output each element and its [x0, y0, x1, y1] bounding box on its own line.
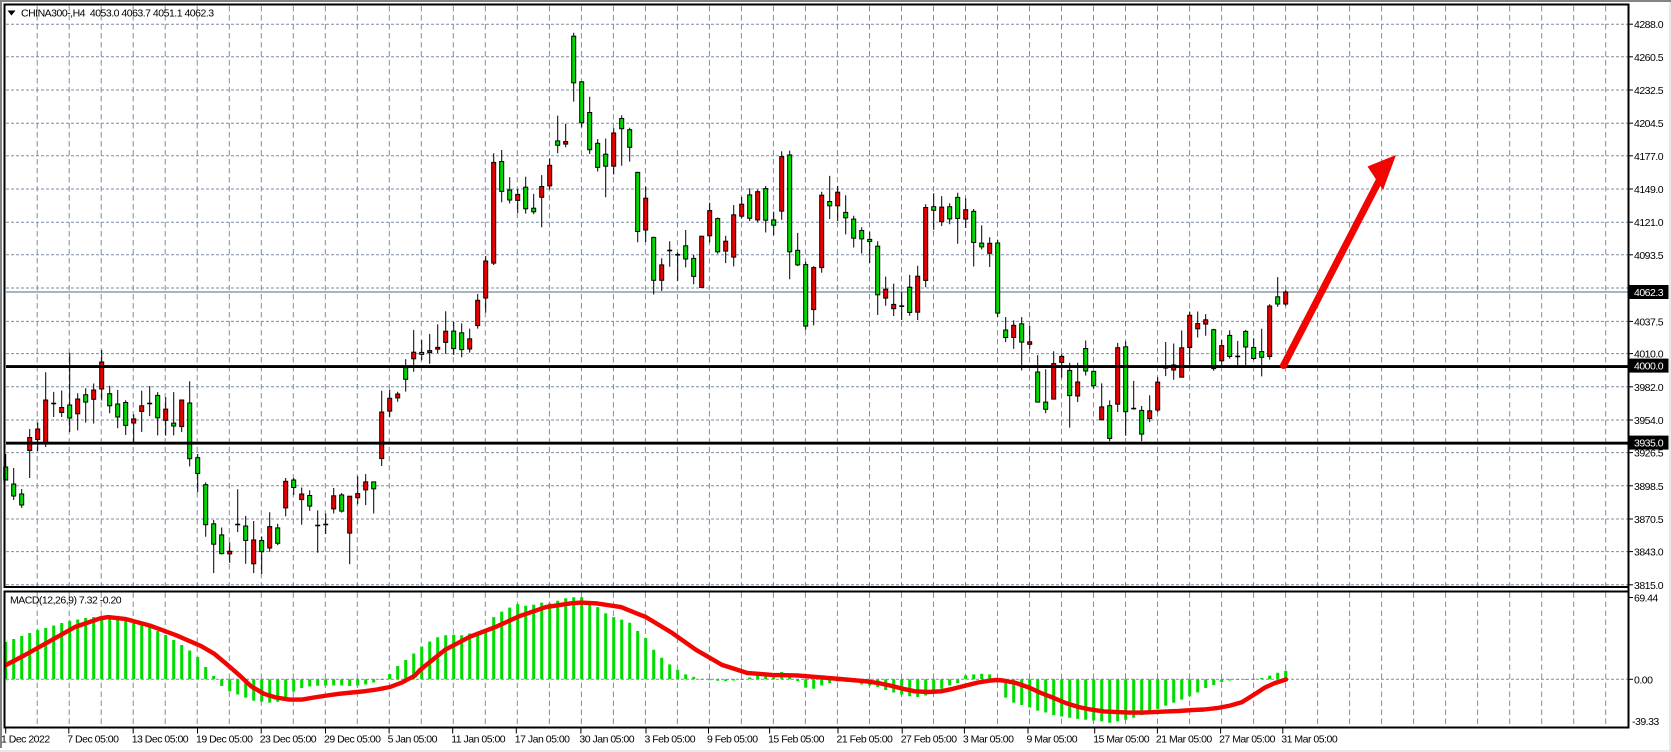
svg-text:3898.5: 3898.5: [1634, 481, 1664, 493]
svg-text:MACD(12,26,9) 7.32 -0.20: MACD(12,26,9) 7.32 -0.20: [10, 595, 122, 607]
svg-text:27 Feb 05:00: 27 Feb 05:00: [901, 734, 958, 746]
svg-text:30 Jan 05:00: 30 Jan 05:00: [579, 734, 634, 746]
svg-text:3954.0: 3954.0: [1634, 415, 1664, 427]
svg-text:4093.5: 4093.5: [1634, 250, 1664, 262]
svg-text:27 Mar 05:00: 27 Mar 05:00: [1219, 734, 1276, 746]
svg-text:3843.0: 3843.0: [1634, 547, 1664, 559]
svg-text:21 Feb 05:00: 21 Feb 05:00: [837, 734, 894, 746]
svg-text:4037.5: 4037.5: [1634, 316, 1664, 328]
svg-text:5 Jan 05:00: 5 Jan 05:00: [388, 734, 438, 746]
svg-text:3 Mar 05:00: 3 Mar 05:00: [963, 734, 1014, 746]
svg-text:4149.0: 4149.0: [1634, 184, 1664, 196]
svg-text:3982.0: 3982.0: [1634, 382, 1664, 394]
svg-text:4000.0: 4000.0: [1634, 361, 1664, 373]
svg-text:-39.33: -39.33: [1632, 716, 1659, 728]
svg-text:4260.5: 4260.5: [1634, 52, 1664, 64]
svg-text:0.00: 0.00: [1634, 674, 1653, 686]
svg-text:13 Dec 05:00: 13 Dec 05:00: [132, 734, 189, 746]
svg-text:29 Dec 05:00: 29 Dec 05:00: [324, 734, 381, 746]
svg-text:4010.0: 4010.0: [1634, 349, 1664, 361]
svg-text:3926.5: 3926.5: [1634, 448, 1664, 460]
svg-text:1 Dec 2022: 1 Dec 2022: [1, 734, 50, 746]
svg-text:3870.5: 3870.5: [1634, 514, 1664, 526]
svg-text:3935.0: 3935.0: [1634, 438, 1664, 450]
svg-text:4121.0: 4121.0: [1634, 217, 1664, 229]
svg-text:7 Dec 05:00: 7 Dec 05:00: [67, 734, 119, 746]
svg-text:15 Mar 05:00: 15 Mar 05:00: [1093, 734, 1150, 746]
svg-text:23 Dec 05:00: 23 Dec 05:00: [260, 734, 317, 746]
svg-text:4062.3: 4062.3: [1634, 287, 1664, 299]
svg-text:4204.5: 4204.5: [1634, 118, 1664, 130]
svg-text:9 Mar 05:00: 9 Mar 05:00: [1027, 734, 1078, 746]
svg-text:19 Dec 05:00: 19 Dec 05:00: [196, 734, 253, 746]
svg-text:CHINA300-,H4 4053.0 4063.7 40: CHINA300-,H4 4053.0 4063.7 4051.1 4062.3: [21, 8, 214, 20]
svg-text:4232.5: 4232.5: [1634, 85, 1664, 97]
svg-text:3 Feb 05:00: 3 Feb 05:00: [645, 734, 696, 746]
svg-text:11 Jan 05:00: 11 Jan 05:00: [451, 734, 506, 746]
svg-text:15 Feb 05:00: 15 Feb 05:00: [768, 734, 825, 746]
svg-text:9 Feb 05:00: 9 Feb 05:00: [707, 734, 758, 746]
svg-text:4177.0: 4177.0: [1634, 151, 1664, 163]
svg-text:21 Mar 05:00: 21 Mar 05:00: [1156, 734, 1213, 746]
svg-text:4288.0: 4288.0: [1634, 19, 1664, 31]
svg-text:31 Mar 05:00: 31 Mar 05:00: [1281, 734, 1338, 746]
svg-text:3815.0: 3815.0: [1634, 580, 1664, 592]
svg-text:69.44: 69.44: [1634, 593, 1658, 605]
svg-text:17 Jan 05:00: 17 Jan 05:00: [515, 734, 570, 746]
